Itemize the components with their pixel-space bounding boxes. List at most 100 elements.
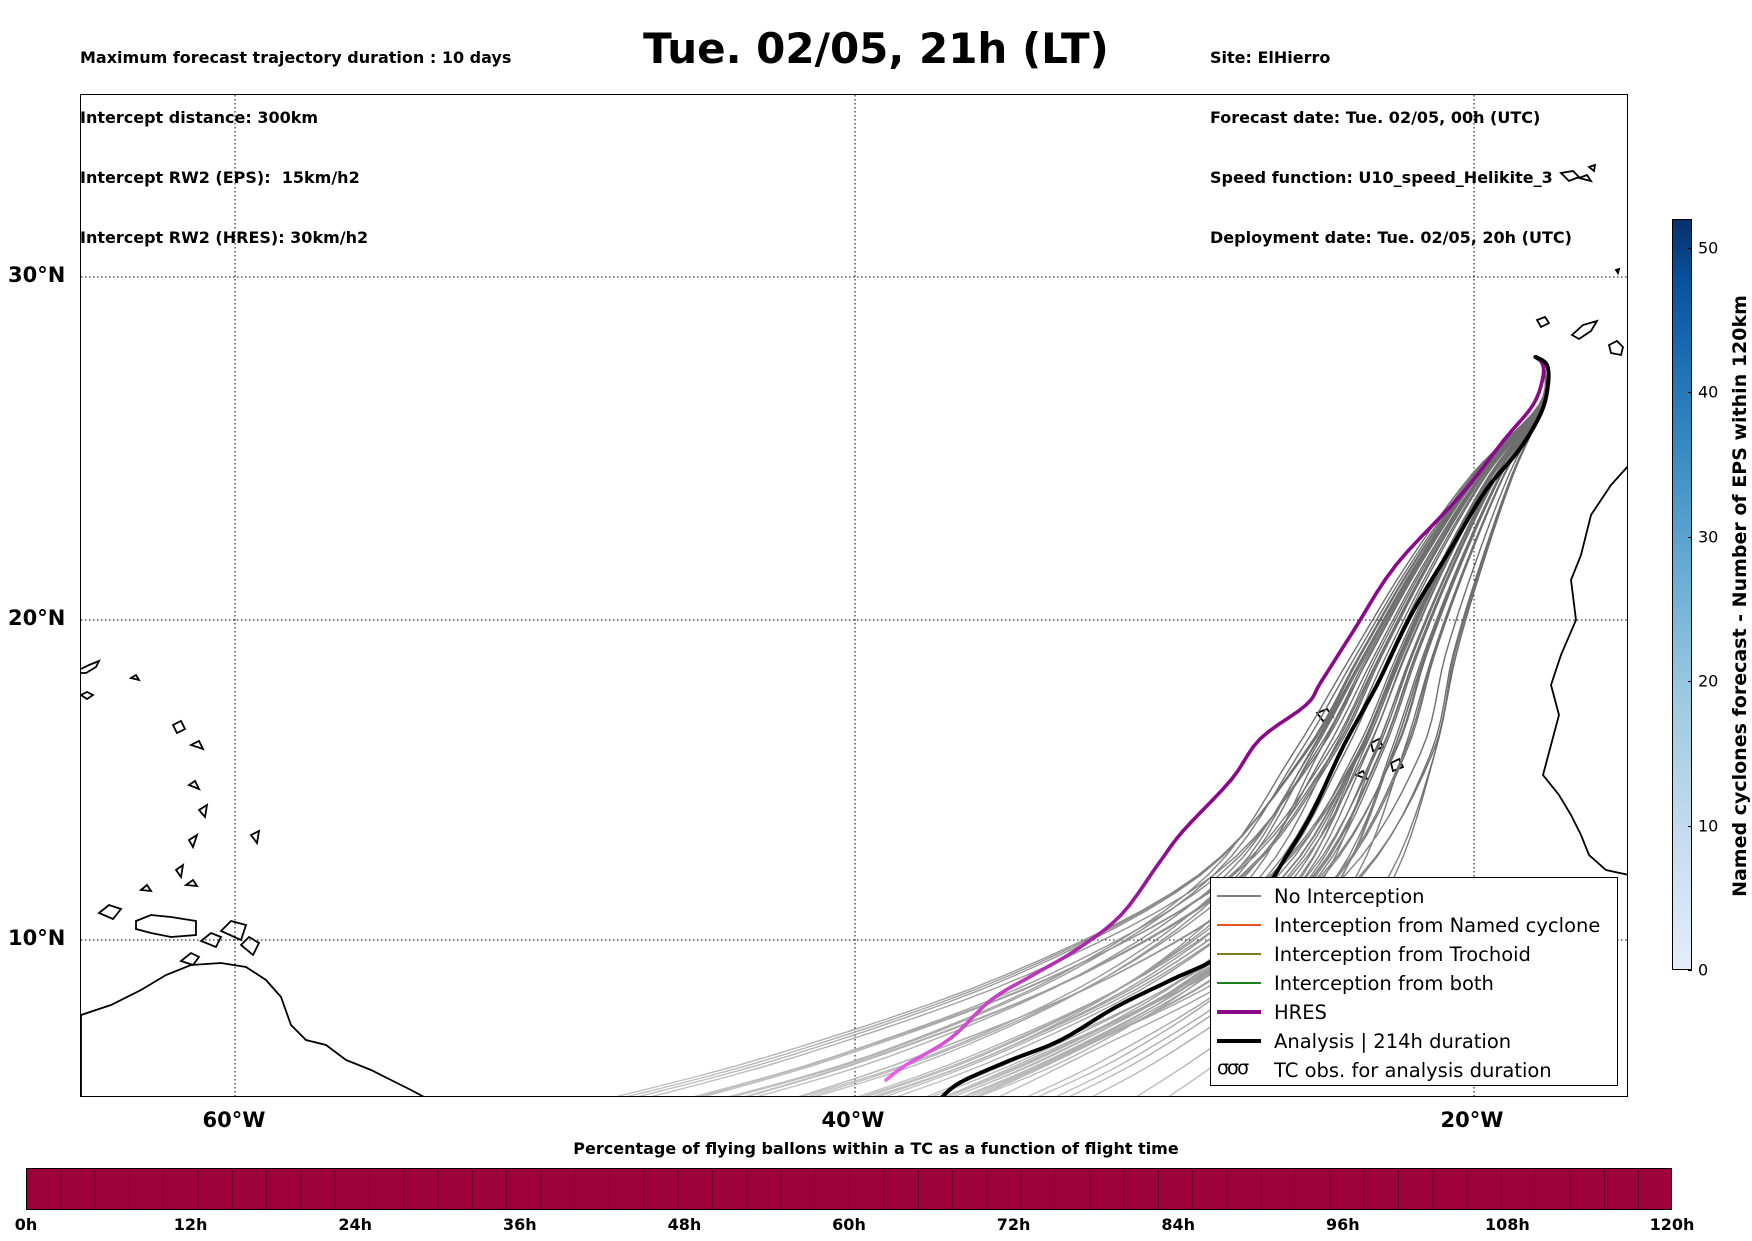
- trajectory-segment: [1343, 719, 1354, 738]
- trajectory-segment: [1020, 974, 1057, 991]
- trajectory-segment: [1418, 654, 1426, 672]
- trajectory-segment: [1416, 670, 1423, 688]
- trajectory-segment: [978, 1092, 989, 1096]
- trajectory-segment: [615, 1092, 632, 1096]
- trajectory-segment: [784, 1075, 818, 1086]
- trajectory-segment: [1168, 989, 1196, 1005]
- trajectory-segment: [1412, 773, 1423, 795]
- trajectory-segment: [1137, 1042, 1158, 1056]
- trajectory-segment: [1413, 773, 1425, 795]
- trajectory-segment: [1420, 654, 1428, 672]
- trajectory-segment: [1375, 576, 1388, 594]
- trajectory-segment: [1040, 1054, 1065, 1067]
- trajectory-segment: [1408, 623, 1417, 641]
- trajectory-segment: [1418, 579, 1427, 596]
- trajectory-segment: [1381, 793, 1391, 816]
- trajectory-segment: [1058, 959, 1089, 976]
- trajectory-segment: [1324, 719, 1336, 738]
- trajectory-segment: [1050, 989, 1085, 1005]
- trajectory-segment: [1321, 754, 1335, 775]
- eps-trajectory: [651, 360, 1547, 1096]
- trajectory-segment: [992, 1017, 1025, 1032]
- trajectory-segment: [1343, 670, 1353, 688]
- trajectory-segment: [1132, 1030, 1157, 1045]
- trajectory-segment: [1462, 608, 1468, 625]
- trajectory-segment: [1442, 518, 1454, 535]
- trajectory-segment: [1471, 488, 1482, 505]
- trajectory-segment: [1339, 686, 1350, 704]
- trajectory-segment: [1042, 1042, 1069, 1056]
- trajectory-segment: [953, 1092, 964, 1096]
- trajectory-segment: [937, 1017, 972, 1032]
- trajectory-segment: [1014, 1064, 1040, 1077]
- trajectory-segment: [1143, 1030, 1165, 1045]
- trajectory-segment: [998, 1075, 1022, 1086]
- trajectory-segment: [1004, 959, 1042, 976]
- trajectory-segment: [1350, 686, 1360, 704]
- legend-item: Interception from Trochoid: [1211, 940, 1617, 969]
- trajectory-segment: [1140, 926, 1171, 945]
- trajectory-segment: [1113, 989, 1142, 1005]
- trajectory-segment: [1367, 793, 1378, 816]
- trajectory-segment: [1459, 564, 1467, 581]
- trajectory-segment: [1151, 909, 1183, 929]
- trajectory-segment: [1397, 719, 1406, 738]
- colorbar-eps-tick-label: 30: [1698, 527, 1719, 547]
- trajectory-segment: [1390, 593, 1401, 611]
- trajectory-segment: [1254, 835, 1275, 857]
- trajectory-segment: [1365, 670, 1374, 688]
- trajectory-segment: [728, 1092, 743, 1096]
- trajectory-segment: [1022, 1064, 1046, 1077]
- trajectory-segment: [1528, 414, 1538, 427]
- colorbar-time-tick-label: 120h: [1649, 1215, 1695, 1234]
- trajectory-segment: [872, 1092, 885, 1096]
- trajectory-segment: [811, 1054, 847, 1067]
- trajectory-segment: [1427, 654, 1434, 672]
- trajectory-segment: [1513, 424, 1526, 438]
- trajectory-segment: [896, 1003, 937, 1019]
- trajectory-segment: [1518, 424, 1529, 438]
- trajectory-segment: [1410, 638, 1419, 656]
- trajectory-segment: [1392, 654, 1400, 672]
- trajectory-segment: [1414, 549, 1426, 566]
- trajectory-segment: [1392, 608, 1402, 625]
- trajectory-segment: [1327, 702, 1339, 721]
- trajectory-segment: [1092, 1054, 1114, 1067]
- trajectory-segment: [1431, 549, 1441, 566]
- trajectory-segment: [1106, 989, 1136, 1005]
- trajectory-segment: [1330, 736, 1343, 756]
- trajectory-segment: [1398, 686, 1406, 704]
- trajectory-segment: [1481, 549, 1488, 566]
- trajectory-segment: [1436, 608, 1444, 625]
- trajectory-segment: [1063, 959, 1093, 976]
- trajectory-segment: [1423, 670, 1430, 688]
- trajectory-segment: [1197, 855, 1223, 876]
- trajectory-segment: [1351, 638, 1362, 656]
- trajectory-segment: [1329, 702, 1340, 721]
- legend-swatch: [1217, 1010, 1261, 1014]
- trajectory-segment: [952, 1084, 973, 1094]
- trajectory-segment: [978, 1084, 1000, 1094]
- trajectory-segment: [1218, 855, 1241, 876]
- trajectory-segment: [1444, 518, 1456, 535]
- trajectory-segment: [872, 1084, 900, 1094]
- trajectory-segment: [1394, 855, 1405, 876]
- colorbar-eps-tick-mark: [1688, 247, 1692, 249]
- trajectory-segment: [878, 1030, 915, 1045]
- trajectory-segment: [1245, 855, 1264, 876]
- trajectory-segment: [1395, 754, 1406, 775]
- trajectory-segment: [1445, 670, 1451, 688]
- trajectory-segment: [838, 1054, 873, 1067]
- trajectory-segment: [1262, 835, 1278, 857]
- trajectory-segment: [976, 1092, 986, 1096]
- trajectory-segment: [1135, 881, 1147, 897]
- trajectory-segment: [818, 1030, 859, 1045]
- legend-label: Analysis | 214h duration: [1274, 1030, 1512, 1053]
- trajectory-segment: [1463, 579, 1471, 596]
- trajectory-segment: [1399, 719, 1408, 738]
- trajectory-segment: [1058, 1017, 1088, 1032]
- trajectory-segment: [673, 1075, 711, 1086]
- trajectory-segment: [1330, 793, 1342, 816]
- trajectory-segment: [1069, 1030, 1097, 1045]
- trajectory-segment: [1523, 424, 1532, 438]
